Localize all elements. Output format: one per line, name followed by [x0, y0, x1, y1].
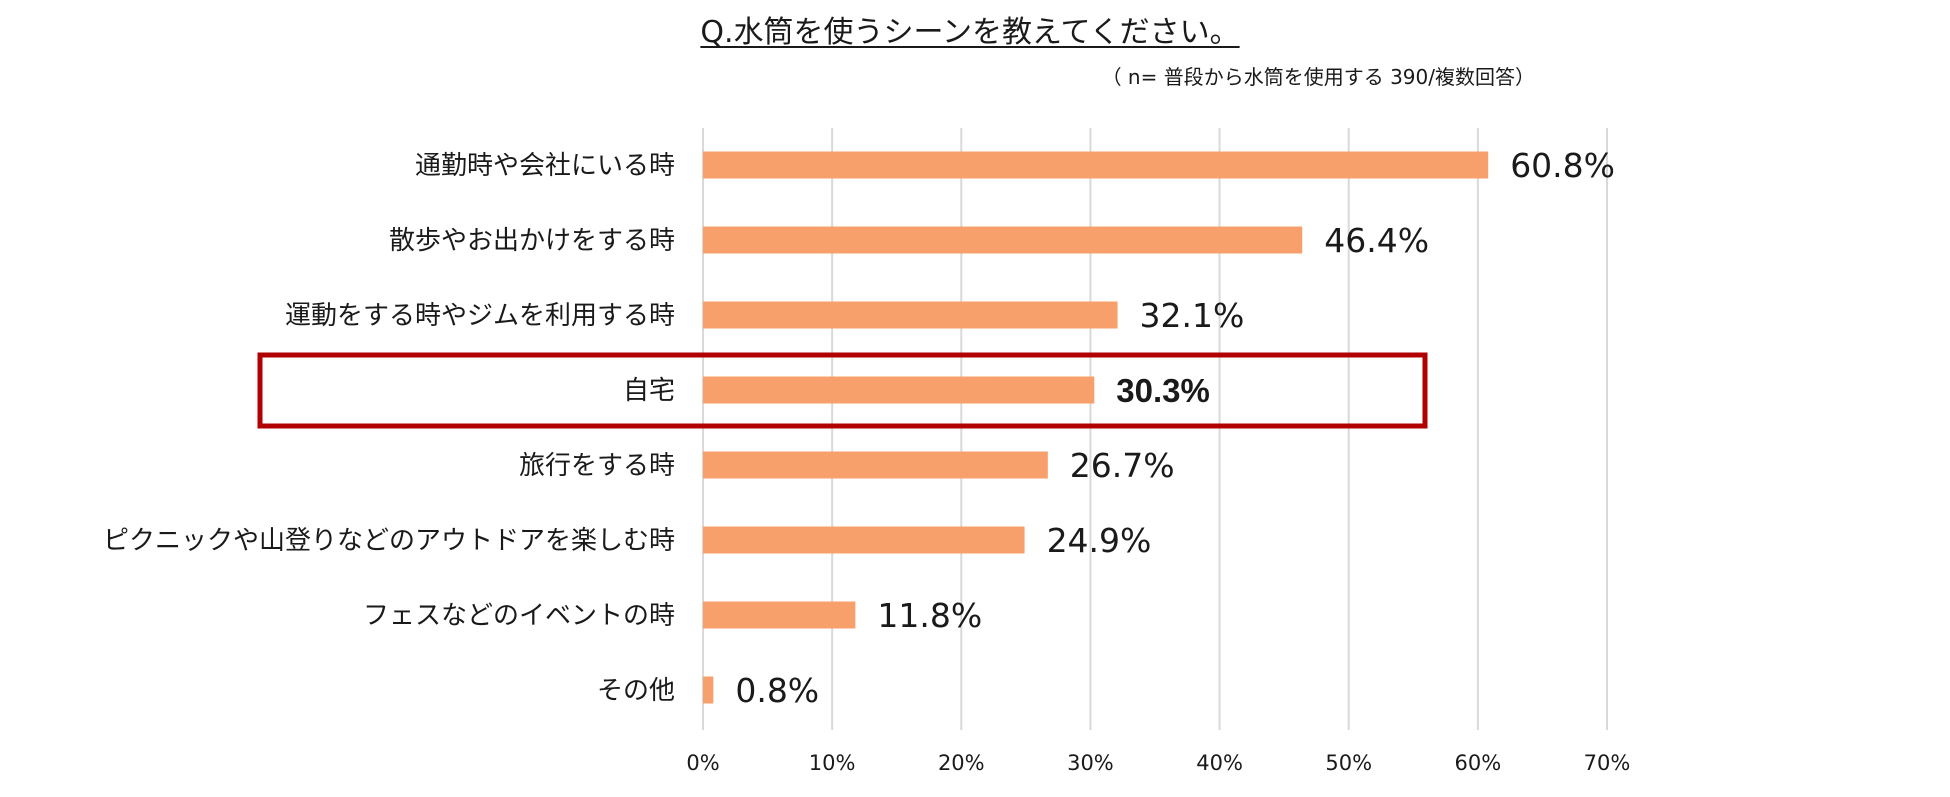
highlight-layer	[257, 352, 1428, 429]
x-tick-label: 10%	[809, 751, 856, 775]
category-label: 通勤時や会社にいる時	[415, 151, 675, 181]
x-tick-label: 40%	[1196, 751, 1243, 775]
x-tick-label: 70%	[1584, 751, 1631, 775]
category-label: 散歩やお出かけをする時	[389, 226, 675, 256]
grid-layer	[702, 128, 1608, 730]
x-tick-label: 30%	[1067, 751, 1114, 775]
value-label: 60.8%	[1510, 146, 1615, 185]
category-label-layer: 通勤時や会社にいる時散歩やお出かけをする時運動をする時やジムを利用する時自宅旅行…	[103, 151, 675, 706]
value-label: 11.8%	[877, 596, 982, 635]
bar	[703, 151, 1489, 179]
x-tick-label: 20%	[938, 751, 985, 775]
chart-subtitle: （ n= 普段から水筒を使用する 390/複数回答）	[1102, 65, 1535, 89]
x-tick-label: 0%	[686, 751, 719, 775]
category-label: 自宅	[623, 376, 675, 406]
highlight-box	[257, 352, 1428, 429]
value-label: 32.1%	[1140, 296, 1245, 335]
bar-layer	[703, 151, 1489, 704]
value-label: 24.9%	[1047, 521, 1152, 560]
bar	[703, 526, 1025, 554]
category-label: フェスなどのイベントの時	[363, 601, 675, 631]
value-label: 46.4%	[1324, 221, 1429, 260]
bar	[703, 601, 856, 629]
category-label: 旅行をする時	[519, 451, 675, 481]
x-tick-label: 60%	[1455, 751, 1502, 775]
tick-label-layer: 0% 10% 20% 30% 40% 50% 60% 70%	[686, 751, 1630, 775]
category-label: ピクニックや山登りなどのアウトドアを楽しむ時	[103, 526, 675, 556]
value-label-layer: 60.8% 46.4% 32.1% 30.3% 26.7% 24.9% 11.8% 0.8%	[735, 146, 1615, 710]
bar	[703, 451, 1048, 479]
bar	[703, 226, 1303, 254]
category-label: 運動をする時やジムを利用する時	[285, 301, 675, 331]
chart-title: Q.水筒を使うシーンを教えてください。	[700, 15, 1239, 50]
value-label: 30.3%	[1116, 372, 1210, 409]
category-label: その他	[597, 676, 675, 706]
value-label: 26.7%	[1070, 446, 1175, 485]
value-label: 0.8%	[735, 671, 819, 710]
x-tick-label: 50%	[1325, 751, 1372, 775]
bar	[703, 301, 1118, 329]
bar	[703, 676, 714, 704]
bar	[703, 376, 1095, 404]
